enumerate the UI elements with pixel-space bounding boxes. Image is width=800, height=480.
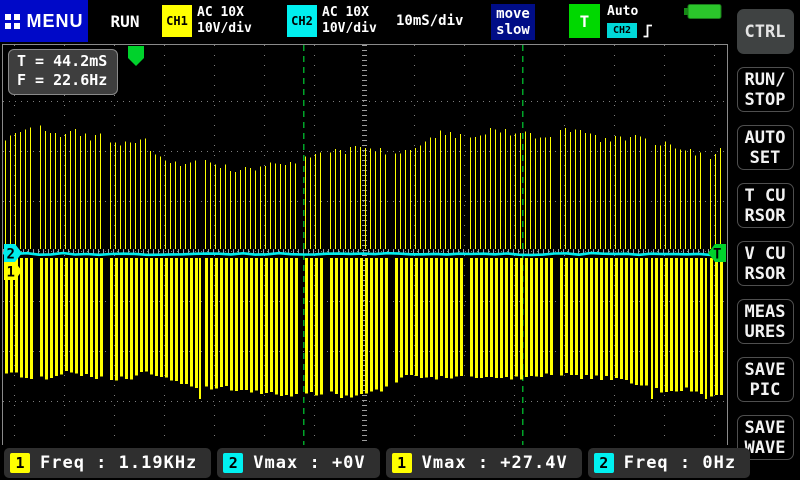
measurement-pill-ch2-vmax: 2 Vmax : +0V [217, 447, 380, 478]
measurement-text: Freq : 1.19KHz [40, 452, 198, 473]
save-pic-button[interactable]: SAVE PIC [736, 357, 794, 402]
trigger-badge[interactable]: T [569, 4, 600, 38]
channel-badge: 1 [10, 452, 30, 473]
measures-button[interactable]: MEAS URES [736, 299, 794, 344]
move-mode-line2: slow [496, 22, 530, 38]
menu-button[interactable]: MENU [0, 0, 88, 42]
ch2-badge[interactable]: CH2 [287, 5, 317, 37]
ch1-scale: 10V/div [197, 21, 252, 36]
channel-badge: 1 [391, 452, 412, 473]
svg-text:2: 2 [7, 247, 15, 263]
cursor-frequency: F = 22.6Hz [17, 71, 108, 89]
measurement-pill-ch1-vmax: 1 Vmax : +27.4V [385, 447, 582, 478]
timebase-control[interactable]: 10mS/div [396, 13, 464, 29]
ch1-coupling: AC 10X [197, 5, 244, 20]
ch2-settings[interactable]: AC 10X 10V/div [322, 5, 377, 37]
measurement-text: Freq : 0Hz [623, 452, 737, 473]
ch1-badge[interactable]: CH1 [162, 5, 192, 37]
auto-set-button[interactable]: AUTO SET [736, 125, 794, 170]
waveform-svg: 2 1 T [3, 45, 727, 445]
svg-text:1: 1 [7, 265, 15, 281]
trigger-source-badge: CH2 [607, 23, 637, 38]
measurement-text: Vmax : +0V [253, 452, 366, 473]
move-mode-line1: move [496, 6, 530, 22]
ch2-scale: 10V/div [322, 21, 377, 36]
trigger-info[interactable]: Auto CH2 [607, 4, 654, 39]
bottom-bar: 1 Freq : 1.19KHz 2 Vmax : +0V 1 Vmax : +… [0, 445, 751, 480]
run-stop-button[interactable]: RUN/STOP [736, 67, 794, 112]
measurement-text: Vmax : +27.4V [421, 452, 568, 473]
menu-label: MENU [26, 10, 84, 31]
svg-text:T: T [713, 247, 721, 263]
t-cursor-button[interactable]: T CU RSOR [736, 183, 794, 228]
channel-badge: 2 [223, 452, 244, 473]
trigger-mode: Auto [607, 4, 639, 19]
ctrl-button[interactable]: CTRL [736, 9, 794, 54]
v-cursor-button[interactable]: V CU RSOR [736, 241, 794, 286]
top-bar: MENU RUN CH1 AC 10X 10V/div CH2 AC 10X 10V… [0, 0, 730, 44]
cursor-readout: T = 44.2mS F = 22.6Hz [8, 49, 119, 95]
move-mode-button[interactable]: move slow [491, 4, 535, 40]
ch1-settings[interactable]: AC 10X 10V/div [197, 5, 252, 37]
menu-grid-icon [4, 13, 20, 29]
cursor-delta-t: T = 44.2mS [17, 52, 108, 70]
plot-area[interactable]: 2 1 T T = 44.2mS F = 22.6Hz [2, 44, 728, 446]
measurement-pill-ch2-freq: 2 Freq : 0Hz [587, 447, 751, 478]
battery-icon [684, 4, 722, 19]
channel-badge: 2 [593, 452, 614, 473]
sidebar: CTRL RUN/STOP AUTO SET T CU RSOR V CU RSOR … [730, 0, 800, 480]
measurement-pill-ch1-freq: 1 Freq : 1.19KHz [4, 447, 212, 478]
trigger-slope-icon [643, 24, 652, 38]
run-status: RUN [110, 11, 140, 31]
ch2-coupling: AC 10X [322, 5, 369, 20]
